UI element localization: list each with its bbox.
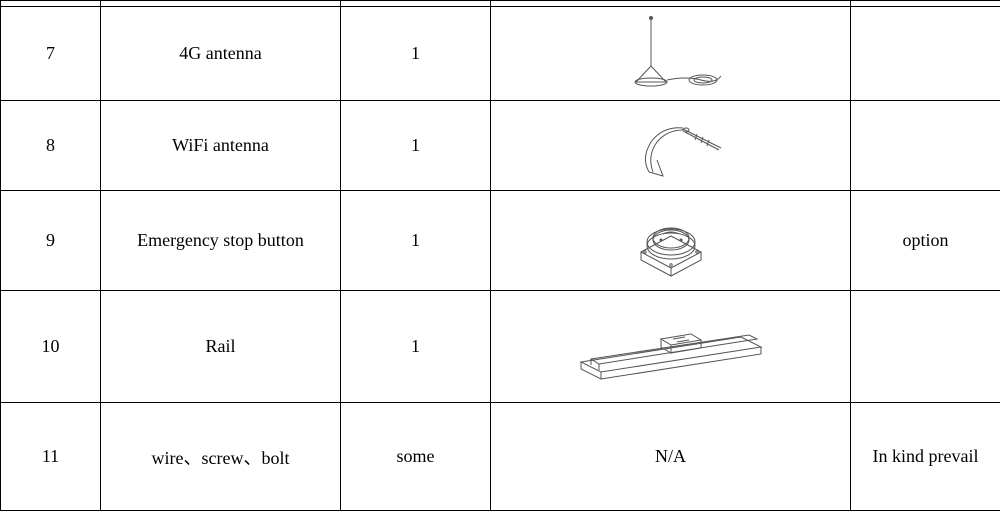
rail-icon [561, 307, 781, 387]
cell-qty: 1 [341, 191, 491, 291]
estop-button-icon [611, 198, 731, 284]
cell-image [491, 191, 851, 291]
cell-image [491, 7, 851, 101]
cell-qty: 1 [341, 7, 491, 101]
cell-remark [851, 101, 1000, 191]
cell-image [491, 101, 851, 191]
cell-num: 8 [1, 101, 101, 191]
cell-num: 9 [1, 191, 101, 291]
cell-name: Emergency stop button [101, 191, 341, 291]
cell-name: Rail [101, 291, 341, 403]
cell-image [491, 291, 851, 403]
cell-name: wire、screw、bolt [101, 403, 341, 511]
cell-num: 11 [1, 403, 101, 511]
cell-qty: some [341, 403, 491, 511]
cell-name: 4G antenna [101, 7, 341, 101]
table-row: 9 Emergency stop button 1 [1, 191, 1000, 291]
cell-qty: 1 [341, 291, 491, 403]
table-row: 7 4G antenna 1 [1, 7, 1000, 101]
cell-num: 10 [1, 291, 101, 403]
table-row: 11 wire、screw、bolt some N/A In kind prev… [1, 403, 1000, 511]
cell-remark [851, 7, 1000, 101]
parts-table: 7 4G antenna 1 8 WiFi antenna 1 [0, 0, 1000, 511]
cell-remark: In kind prevail [851, 403, 1000, 511]
cell-num: 7 [1, 7, 101, 101]
4g-antenna-icon [601, 14, 741, 94]
table-row: 8 WiFi antenna 1 [1, 101, 1000, 191]
cell-qty: 1 [341, 101, 491, 191]
cell-remark [851, 291, 1000, 403]
cell-name: WiFi antenna [101, 101, 341, 191]
wifi-antenna-icon [601, 110, 741, 182]
table-row: 10 Rail 1 [1, 291, 1000, 403]
cell-remark: option [851, 191, 1000, 291]
cell-na: N/A [491, 403, 851, 511]
